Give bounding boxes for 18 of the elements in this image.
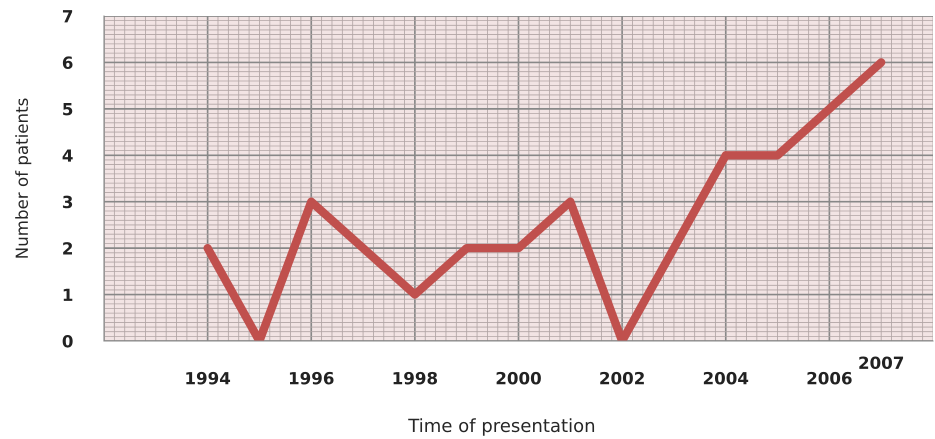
x-tick-label: 2004 [704, 372, 748, 384]
y-axis-title: Number of patients [15, 98, 32, 258]
text: 2007 [859, 356, 904, 370]
x-tick-label: 2000 [496, 372, 541, 384]
y-tick-label: 2 [63, 242, 72, 254]
y-tick-label: 5 [63, 103, 72, 116]
y-tick-label: 4 [62, 149, 73, 162]
x-tick-label: 1996 [290, 372, 334, 384]
x-tick-label: 1998 [394, 372, 438, 384]
y-tick-label: 0 [62, 334, 73, 348]
x-axis-title: Time of presentation [408, 418, 594, 436]
y-tick-label: 7 [62, 10, 72, 22]
y-tick-label: 1 [64, 288, 72, 301]
x-tick-label: 1994 [186, 372, 230, 384]
x-tick-label: 2002 [600, 372, 644, 384]
y-tick-label: 3 [62, 196, 72, 208]
x-tick-label: 2006 [808, 372, 852, 384]
y-tick-label: 6 [62, 56, 73, 69]
